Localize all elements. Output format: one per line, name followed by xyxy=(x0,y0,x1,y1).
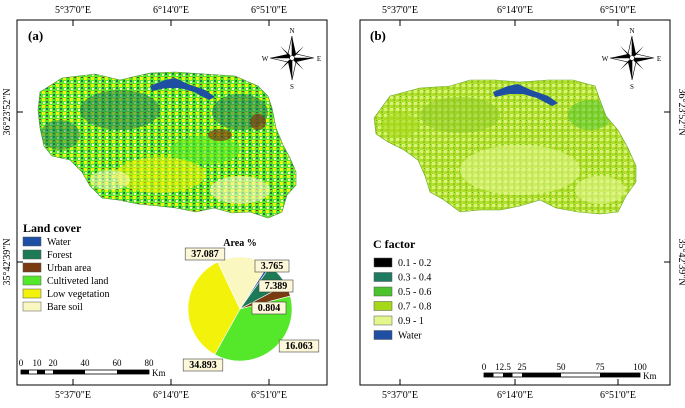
scale-a-tick-2: 20 xyxy=(49,358,59,368)
legend-a-item-swatch xyxy=(22,249,42,260)
pie-data-label: 3.765 xyxy=(261,261,284,272)
scale-a-unit: Km xyxy=(152,368,166,378)
legend-a: Water Forest Urban area Cultiveted land Low … xyxy=(22,236,109,313)
compass-a-s: S xyxy=(290,83,294,91)
pie-label-box xyxy=(182,358,224,372)
panel-b-top-lon-1: 5°37'0"E xyxy=(382,5,418,16)
north-arrow-a: N S E W xyxy=(262,27,321,91)
panel-b: (b) 5°37'0"E 6°14'0"E 6°51'0"E 5°37'0"E … xyxy=(359,5,685,401)
panel-b-top-lon-2: 6°14'0"E xyxy=(497,5,533,16)
legend-a-item-swatch xyxy=(22,262,42,273)
pie-data-label: 34.893 xyxy=(189,360,217,371)
legend-a-item-label: Forest xyxy=(47,250,72,261)
legend-b-item-swatch xyxy=(373,330,393,340)
legend-b-item-label: 0.9 - 1 xyxy=(398,316,424,327)
panel-b-label: (b) xyxy=(370,28,386,43)
scale-b-tick-5: 100 xyxy=(633,362,647,372)
panel-b-top-lon-3: 6°51'0"E xyxy=(600,5,636,16)
panel-a-top-lon-2: 6°14'0"E xyxy=(153,5,189,16)
panel-b-right-lat-2: 35°42'39"N xyxy=(676,238,685,285)
pie-data-label: 37.087 xyxy=(191,249,219,260)
panel-a-bottom-lon-3: 6°51'0"E xyxy=(251,390,287,401)
scale-a-tick-1: 10 xyxy=(33,358,43,368)
legend-a-item-label: Urban area xyxy=(47,263,92,274)
compass-b-n: N xyxy=(629,27,634,35)
legend-a-item-label: Bare soil xyxy=(47,302,83,313)
pie-label-box xyxy=(258,279,294,293)
pie-label-box xyxy=(254,259,290,273)
panel-b-right-lat-1: 36°23'52"N xyxy=(676,88,685,135)
legend-a-item-label: Water xyxy=(47,237,71,248)
scale-a-tick-3: 40 xyxy=(81,358,91,368)
scale-b-tick-2: 25 xyxy=(518,362,528,372)
legend-a-title: Land cover xyxy=(23,221,82,235)
scale-bar-a: 0 10 20 40 60 80 Km xyxy=(19,358,166,378)
scale-b-tick-1: 12.5 xyxy=(495,362,511,372)
panel-a-left-lat-2: 35°42'39"N xyxy=(2,238,13,285)
compass-a-n: N xyxy=(289,27,294,35)
scale-a-tick-5: 80 xyxy=(145,358,155,368)
compass-a-e: E xyxy=(317,55,321,63)
area-pie-chart: Area % 0.804 7.389 3.765 37.087 34.893 16.063 xyxy=(182,238,320,372)
legend-b-title: C factor xyxy=(373,237,416,251)
scale-b-tick-4: 75 xyxy=(596,362,606,372)
scale-a-tick-0: 0 xyxy=(19,358,24,368)
legend-a-item-swatch xyxy=(22,275,42,286)
compass-b-e: E xyxy=(657,55,661,63)
dam-lake-b xyxy=(493,84,558,106)
legend-b-item-label: 0.1 - 0.2 xyxy=(398,258,431,269)
legend-b-item-label: 0.3 - 0.4 xyxy=(398,273,431,284)
pie-title: Area % xyxy=(223,238,256,249)
pie-label-box xyxy=(251,301,287,315)
panel-b-bottom-lon-1: 5°37'0"E xyxy=(382,390,418,401)
panel-a-bottom-lon-1: 5°37'0"E xyxy=(55,390,91,401)
panel-b-bottom-lon-2: 6°14'0"E xyxy=(497,390,533,401)
legend-b-item-label: Water xyxy=(398,331,422,342)
legend-b-item-swatch xyxy=(373,301,393,311)
legend-a-item-swatch xyxy=(22,236,42,247)
legend-a-item-swatch xyxy=(22,288,42,299)
scale-b-tick-3: 50 xyxy=(557,362,567,372)
dam-lake-a xyxy=(150,78,215,100)
panel-b-bottom-lon-3: 6°51'0"E xyxy=(600,390,636,401)
scale-b-unit: Km xyxy=(643,371,657,381)
scale-b-tick-0: 0 xyxy=(482,362,487,372)
legend-b-item-swatch xyxy=(373,286,393,297)
pie-label-box xyxy=(184,247,226,261)
pie-data-label: 7.389 xyxy=(265,281,288,292)
compass-b-w: W xyxy=(602,55,609,63)
compass-b-s: S xyxy=(630,83,634,91)
panel-a: (a) 5°37'0"E 6°14'0"E 6°51'0"E 5°37'0"E … xyxy=(2,5,328,401)
panel-a-label: (a) xyxy=(28,28,43,43)
legend-a-item-label: Cultiveted land xyxy=(47,276,108,287)
legend-b: 0.1 - 0.2 0.3 - 0.4 0.5 - 0.6 0.7 - 0.8 0.9 … xyxy=(373,257,431,342)
scale-bar-b: 0 12.5 25 50 75 100 Km xyxy=(482,362,657,381)
legend-b-item-swatch xyxy=(373,257,393,268)
panel-a-top-lon-1: 5°37'0"E xyxy=(55,5,91,16)
north-arrow-b: N S E W xyxy=(602,27,661,91)
legend-a-item-swatch xyxy=(22,301,42,312)
scale-a-tick-4: 60 xyxy=(113,358,123,368)
legend-b-item-label: 0.5 - 0.6 xyxy=(398,287,431,298)
pie-slice xyxy=(187,261,241,355)
legend-b-item-label: 0.7 - 0.8 xyxy=(398,302,431,313)
legend-b-item-swatch xyxy=(373,272,393,282)
compass-a-w: W xyxy=(262,55,269,63)
panel-a-bottom-lon-2: 6°14'0"E xyxy=(153,390,189,401)
panel-a-left-lat-1: 36°23'52"N xyxy=(2,88,13,135)
legend-a-item-label: Low vegetation xyxy=(47,289,109,300)
legend-b-item-swatch xyxy=(373,315,393,326)
pie-data-label: 0.804 xyxy=(258,303,281,314)
pie-label-box xyxy=(278,339,320,353)
pie-data-label: 16.063 xyxy=(285,341,313,352)
panel-a-top-lon-3: 6°51'0"E xyxy=(251,5,287,16)
